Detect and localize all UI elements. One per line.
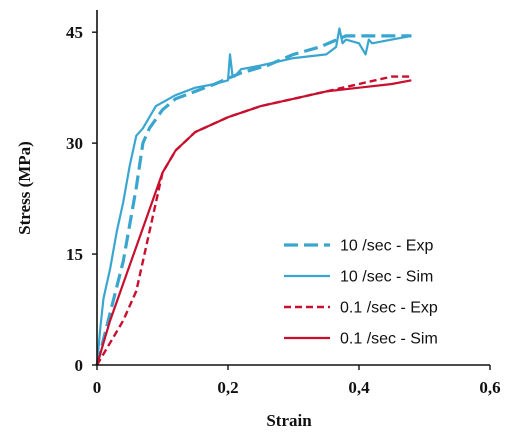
x-axis-title: Strain — [266, 411, 312, 430]
x-tick-label: 0,6 — [479, 378, 500, 397]
axes — [96, 10, 490, 366]
plot-series — [95, 27, 412, 366]
series-line-2 — [95, 75, 412, 366]
ticks: 0 0,2 0,4 0,6 0 15 30 45 — [66, 23, 501, 397]
legend-label-1: 10 /sec - Sim — [340, 269, 433, 286]
legend-label-3: 0.1 /sec - Sim — [340, 331, 438, 348]
y-tick-label: 15 — [66, 245, 83, 264]
series-line-0 — [95, 34, 412, 366]
x-tick-label: 0,2 — [217, 378, 238, 397]
x-tick-label: 0,4 — [348, 378, 370, 397]
y-tick-label: 30 — [66, 134, 83, 153]
series-line-1 — [95, 27, 412, 366]
y-axis-title: Stress (MPa) — [15, 141, 34, 235]
legend: 10 /sec - Exp 10 /sec - Sim 0.1 /sec - Exp… — [284, 238, 438, 348]
y-tick-label: 45 — [66, 23, 83, 42]
series-line-3 — [95, 79, 412, 366]
y-tick-label: 0 — [75, 356, 84, 375]
legend-label-2: 0.1 /sec - Exp — [340, 300, 438, 317]
legend-label-0: 10 /sec - Exp — [340, 238, 433, 255]
x-tick-label: 0 — [93, 378, 102, 397]
